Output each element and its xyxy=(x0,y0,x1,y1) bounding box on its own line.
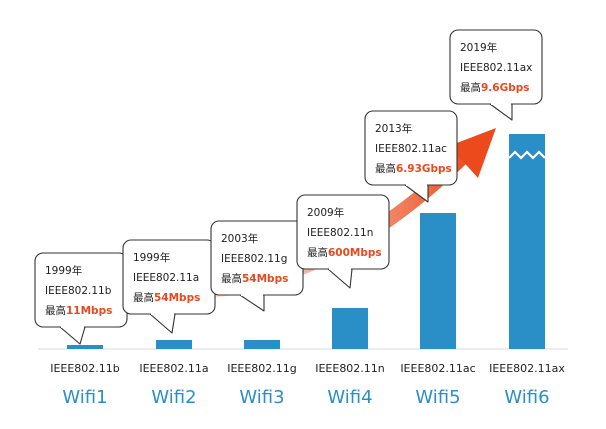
bar-wifi4 xyxy=(332,308,368,349)
wifi-generation-label: Wifi2 xyxy=(151,387,196,408)
wifi-generation-label: Wifi3 xyxy=(239,387,284,408)
callout-year: 2019年 xyxy=(460,41,497,54)
bar-wifi5 xyxy=(420,213,456,349)
callout-year: 1999年 xyxy=(45,264,82,277)
callout-max-speed: 最高600Mbps xyxy=(307,246,382,259)
wifi-generation-label: Wifi1 xyxy=(62,387,107,408)
wifi-generation-label: Wifi4 xyxy=(327,387,372,408)
callout-standard: IEEE802.11ax xyxy=(460,62,532,74)
callout-speed-value: 11Mbps xyxy=(66,305,112,317)
callout-tail xyxy=(327,268,353,289)
standard-label: IEEE802.11b xyxy=(50,362,120,375)
callout-tail xyxy=(239,294,265,312)
callout-speed-prefix: 最高 xyxy=(460,81,481,94)
bar-wifi1 xyxy=(67,345,103,349)
callout-speed-prefix: 最高 xyxy=(133,291,154,304)
callout-speed-value: 6.93Gbps xyxy=(396,163,452,175)
callout-wifi6: 2019年 IEEE802.11ax 最高9.6Gbps xyxy=(449,29,543,121)
callout-speed-prefix: 最高 xyxy=(221,272,242,285)
standard-label: IEEE802.11n xyxy=(315,362,385,375)
standard-label: IEEE802.11ax xyxy=(489,362,565,375)
callout-standard: IEEE802.11a xyxy=(133,272,199,284)
callout-speed-value: 54Mbps xyxy=(154,292,200,304)
callout-wifi4: 2009年 IEEE802.11n 最高600Mbps xyxy=(296,194,390,289)
callout-year: 2009年 xyxy=(307,206,344,219)
callout-speed-value: 9.6Gbps xyxy=(481,82,530,94)
callout-standard: IEEE802.11b xyxy=(45,285,112,297)
callout-max-speed: 最高54Mbps xyxy=(133,291,200,304)
bar-wifi2 xyxy=(156,340,192,349)
callout-speed-prefix: 最高 xyxy=(45,304,66,317)
bars-group xyxy=(67,134,546,349)
callout-wifi5: 2013年 IEEE802.11ac 最高6.93Gbps xyxy=(364,110,458,203)
callout-tail xyxy=(59,326,86,345)
callout-wifi3: 2003年 IEEE802.11g 最高54Mbps xyxy=(210,220,304,312)
callout-standard: IEEE802.11n xyxy=(307,227,373,239)
callout-standard: IEEE802.11ac xyxy=(375,143,447,155)
callout-year: 2013年 xyxy=(375,122,412,135)
trend-arrow-head xyxy=(449,128,496,178)
callout-speed-value: 600Mbps xyxy=(328,247,382,259)
callout-max-speed: 最高9.6Gbps xyxy=(460,81,530,94)
callout-speed-prefix: 最高 xyxy=(307,246,328,259)
callout-year: 1999年 xyxy=(133,251,170,264)
callout-speed-prefix: 最高 xyxy=(375,162,396,175)
callout-max-speed: 最高11Mbps xyxy=(45,304,112,317)
callout-wifi2: 1999年 IEEE802.11a 最高54Mbps xyxy=(122,239,216,334)
trend-arrow xyxy=(175,128,496,300)
callout-year: 2003年 xyxy=(221,232,258,245)
wifi-generation-label: Wifi5 xyxy=(415,387,460,408)
callout-speed-value: 54Mbps xyxy=(242,273,288,285)
bar-wifi6 xyxy=(509,134,545,349)
wifi-generation-label: Wifi6 xyxy=(504,387,549,408)
callout-tail xyxy=(149,313,176,334)
bar-wifi3 xyxy=(244,340,280,349)
standard-label: IEEE802.11ac xyxy=(400,362,475,375)
standard-label: IEEE802.11g xyxy=(227,362,297,375)
callout-wifi1: 1999年 IEEE802.11b 最高11Mbps xyxy=(34,252,128,345)
callout-bubbles: 1999年IEEE802.11b最高11Mbps1999年IEEE802.11a… xyxy=(34,29,543,345)
callout-standard: IEEE802.11g xyxy=(221,253,287,265)
standard-label: IEEE802.11a xyxy=(139,362,208,375)
x-axis-labels: IEEE802.11b Wifi1 IEEE802.11a Wifi2 IEEE802.… xyxy=(50,362,565,408)
callout-max-speed: 最高6.93Gbps xyxy=(375,162,452,175)
callout-tail xyxy=(489,103,513,121)
callout-max-speed: 最高54Mbps xyxy=(221,272,288,285)
axis-break-zigzag xyxy=(508,150,546,160)
